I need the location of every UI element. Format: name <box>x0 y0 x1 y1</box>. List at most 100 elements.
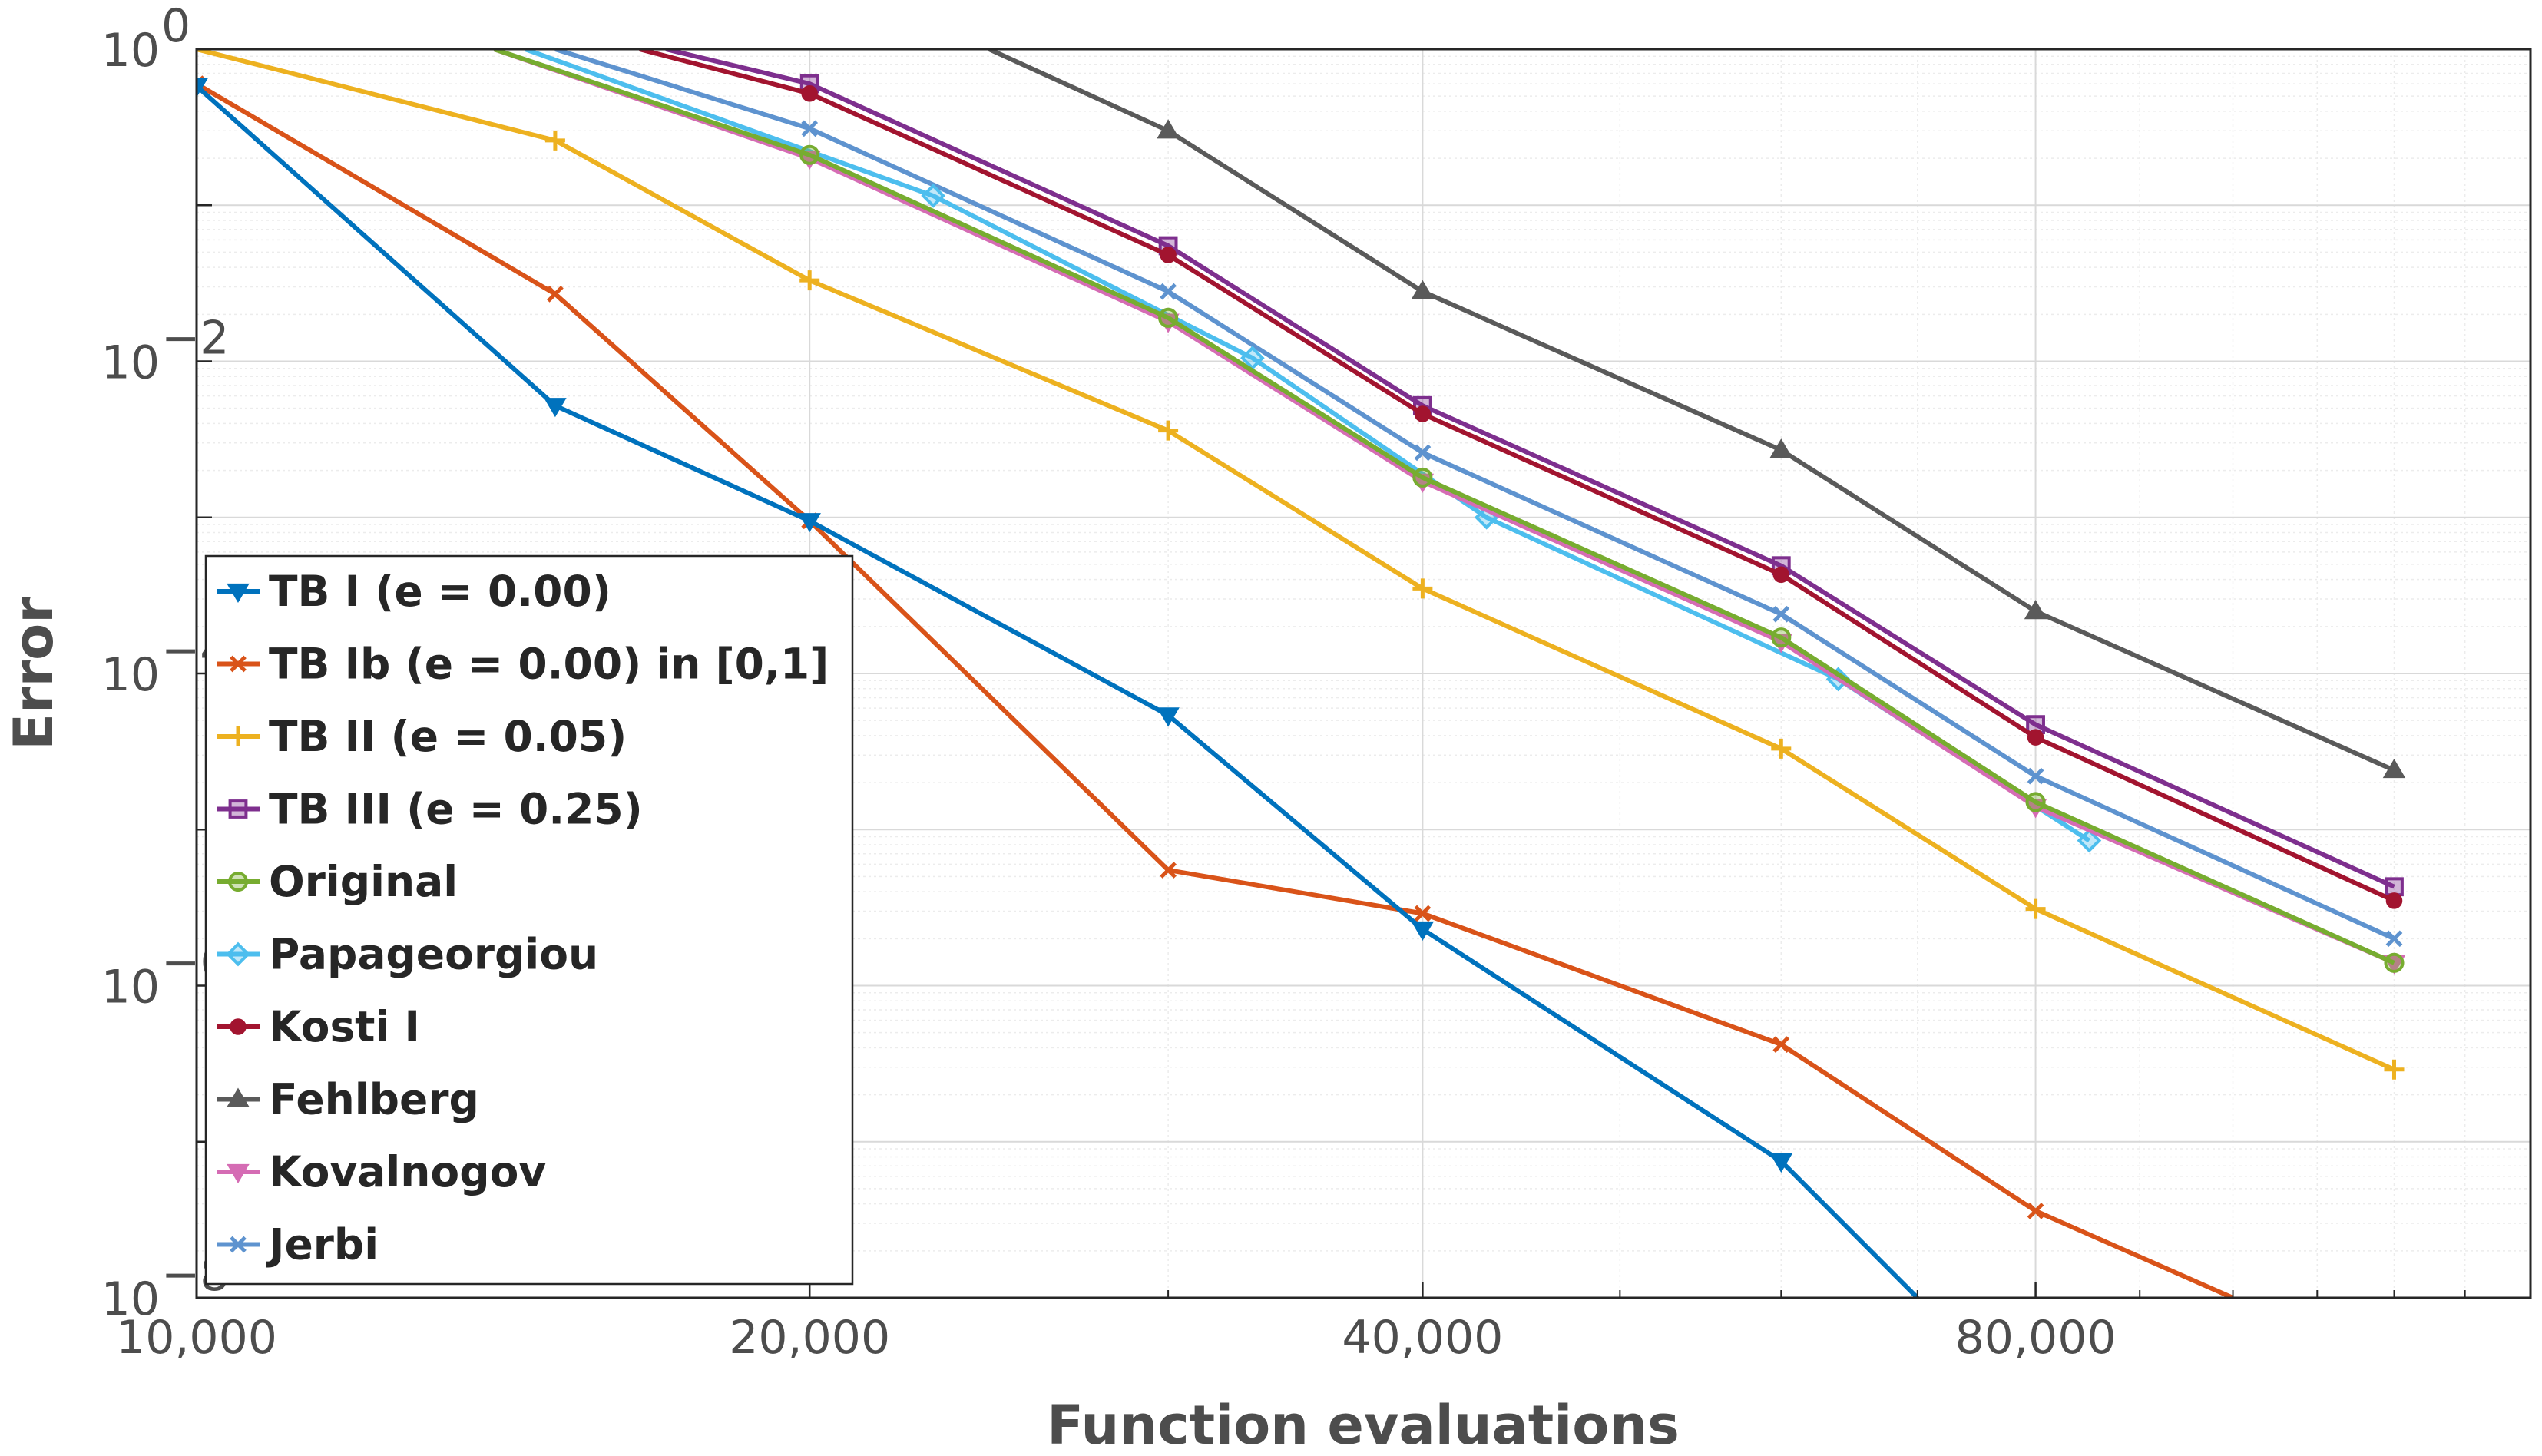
y-tick-base: 10 <box>101 336 160 390</box>
data-point <box>1769 438 1793 458</box>
data-point <box>2384 952 2405 973</box>
x-tick-label: 40,000 <box>1342 1311 1503 1365</box>
data-point <box>1772 605 1790 623</box>
series-6 <box>638 49 2403 909</box>
data-point <box>1772 1036 1790 1053</box>
x-tick-label: 10,000 <box>116 1311 277 1365</box>
data-point <box>2027 1203 2044 1219</box>
data-point <box>1160 283 1177 300</box>
legend-label: Papageorgiou <box>269 930 598 979</box>
data-point <box>2384 1059 2405 1080</box>
data-point <box>2027 767 2044 785</box>
data-point <box>1160 862 1177 879</box>
legend-label: TB III (e = 0.25) <box>269 785 643 834</box>
data-point <box>2385 877 2404 897</box>
y-axis-title: Error <box>2 597 65 750</box>
data-point <box>1772 566 1790 583</box>
data-point <box>801 120 819 137</box>
y-tick-base: 10 <box>101 1272 160 1326</box>
legend-label: TB Ib (e = 0.00) in [0,1] <box>269 640 829 689</box>
legend-swatch-marker <box>228 799 248 819</box>
data-point <box>1160 247 1177 263</box>
tick-marks <box>195 48 2531 1299</box>
series-line <box>665 49 2395 889</box>
legend-swatch-marker <box>227 1087 250 1107</box>
data-point <box>798 513 821 533</box>
legend: TB I (e = 0.00) TB Ib (e = 0.00) in [0,1]… <box>204 554 854 1286</box>
legend-entry: Original <box>217 857 458 906</box>
legend-label: Original <box>269 857 458 906</box>
legend-entry: Kosti I <box>217 1002 420 1051</box>
data-point <box>921 184 945 208</box>
legend-swatch-marker <box>227 583 250 603</box>
legend-swatch-marker <box>230 655 247 673</box>
legend-entry: TB II (e = 0.05) <box>217 712 627 761</box>
x-tick-label: 80,000 <box>1955 1311 2117 1365</box>
y-tick-base: 10 <box>101 24 160 78</box>
y-tick-label: 10 0 <box>101 0 191 78</box>
legend-swatch-marker <box>230 1018 247 1035</box>
series-line <box>988 49 2395 773</box>
data-point <box>197 78 208 98</box>
data-point <box>2385 892 2403 909</box>
legend-entry: TB III (e = 0.25) <box>217 785 643 834</box>
legend-label: TB II (e = 0.05) <box>269 712 627 761</box>
series-line <box>197 49 2395 1072</box>
legend-label: TB I (e = 0.00) <box>269 567 611 616</box>
data-point <box>799 144 820 165</box>
data-point <box>2024 600 2047 620</box>
legend-swatch-marker <box>227 871 249 892</box>
series-9 <box>554 49 2403 948</box>
data-point <box>2385 930 2403 948</box>
x-axis-title: Function evaluations <box>1047 1394 1680 1456</box>
data-point <box>2025 898 2046 919</box>
legend-entry: TB Ib (e = 0.00) in [0,1] <box>217 640 829 689</box>
y-tick-exponent: −2 <box>161 312 229 366</box>
data-point <box>1771 738 1792 759</box>
legend-label: Fehlberg <box>269 1075 479 1124</box>
data-point <box>547 285 564 303</box>
legend-label: Kosti I <box>269 1002 420 1051</box>
series-0 <box>197 78 1919 1298</box>
y-tick-label: 10 −2 <box>101 312 230 390</box>
x-tick-labels: 10,000 20,000 40,000 80,000 <box>116 1311 2117 1365</box>
legend-entry: Jerbi <box>217 1220 379 1269</box>
data-point <box>1414 405 1432 422</box>
data-point <box>2027 729 2044 746</box>
legend-entry: TB I (e = 0.00) <box>217 567 611 616</box>
legend-box <box>204 554 854 1286</box>
data-point <box>2382 758 2406 779</box>
legend-swatch-marker <box>228 726 248 746</box>
series-4 <box>493 49 2405 973</box>
legend-label: Kovalnogov <box>269 1147 546 1196</box>
data-point <box>1414 444 1432 462</box>
legend-entry: Kovalnogov <box>217 1147 546 1196</box>
data-point <box>2077 828 2102 853</box>
data-point <box>2025 792 2046 812</box>
y-tick-exponent: 0 <box>161 0 190 53</box>
series-2 <box>197 49 2405 1080</box>
data-point <box>1157 707 1180 727</box>
data-point <box>1411 280 1435 299</box>
series-line <box>197 81 2234 1298</box>
data-point <box>1771 627 1792 648</box>
series-7 <box>988 49 2406 779</box>
data-point <box>1412 578 1433 599</box>
legend-entry: Papageorgiou <box>217 930 598 979</box>
data-point <box>1158 420 1179 441</box>
data-point <box>799 270 820 291</box>
data-point <box>1158 307 1179 328</box>
data-point <box>1412 467 1433 488</box>
series-layer <box>197 49 2406 1298</box>
data-point <box>1414 905 1432 922</box>
data-point <box>544 398 567 418</box>
x-tick-label: 20,000 <box>729 1311 890 1365</box>
data-point <box>1411 921 1435 941</box>
legend-swatch-marker <box>230 1236 247 1253</box>
y-tick-base: 10 <box>101 961 160 1014</box>
legend-entries: TB I (e = 0.00) TB Ib (e = 0.00) in [0,1]… <box>217 567 829 1269</box>
data-point <box>1157 119 1180 139</box>
data-point <box>1240 346 1265 371</box>
